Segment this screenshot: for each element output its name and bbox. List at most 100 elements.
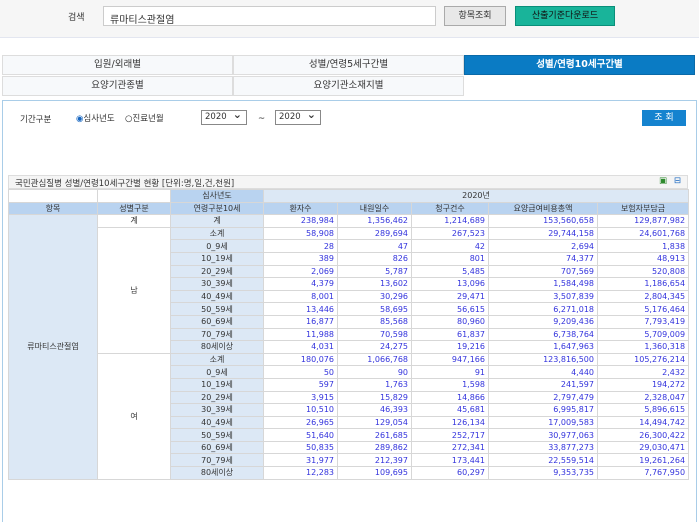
value-cell: 1,584,498 <box>488 277 598 291</box>
from-year-select[interactable]: 2020 <box>201 108 247 125</box>
value-cell: 30,977,063 <box>488 428 598 442</box>
to-year-select[interactable]: 2020 <box>275 108 321 125</box>
value-cell: 14,866 <box>411 390 489 405</box>
excel-icon[interactable]: ▣ <box>658 176 667 186</box>
table-row: 여 소계 180,076 1,066,768 947,166 123,816,500 105… <box>9 352 690 480</box>
table-title-bar: 국민관심질병 성별/연령10세구간별 현황 [단위:명,일,건,천원] ▣ ⊟ <box>8 175 688 189</box>
value-cell: 129,877,982 <box>596 214 690 228</box>
radio-treatment-month-label: 진료년월 <box>132 114 164 124</box>
value-cell: 11,988 <box>263 327 338 342</box>
age-cell: 10_19세 <box>170 377 264 392</box>
value-cell: 22,559,514 <box>488 453 598 468</box>
table-row: 40_49세 8,001 30,296 29,471 3,507,839 2,804,34… <box>9 289 690 304</box>
value-cell: 17,009,583 <box>488 415 598 430</box>
value-cell: 74,377 <box>488 251 598 266</box>
age-cell: 0_9세 <box>170 239 264 253</box>
table-row: 류마티스관절염 계 계 238,984 1,356,462 1,214,689 153,56… <box>8 214 690 480</box>
value-cell: 61,837 <box>411 327 489 342</box>
sex-cell: 계 <box>97 214 171 228</box>
value-cell: 50 <box>263 365 338 379</box>
table-row: 20_29세 2,069 5,787 5,485 707,569 520,808 <box>9 264 690 279</box>
table-row: 40_49세 26,965 129,054 126,134 17,009,583 14,4… <box>9 415 690 430</box>
download-button[interactable]: 산출기준다운로드 <box>515 6 615 26</box>
value-cell: 45,681 <box>411 403 489 417</box>
value-cell: 1,838 <box>596 239 690 253</box>
value-cell: 4,031 <box>263 340 338 354</box>
value-cell: 6,738,764 <box>488 327 598 342</box>
value-cell: 29,030,471 <box>596 440 690 455</box>
tilde: ~ <box>258 114 266 124</box>
table-row: 30_39세 4,379 13,602 13,096 1,584,498 1,186,65… <box>9 277 690 291</box>
search-input[interactable]: 류마티스관절염 <box>103 6 436 26</box>
age-cell: 70_79세 <box>170 327 264 342</box>
sex-cell: 남 <box>97 226 171 354</box>
search-bar: 검색 류마티스관절염 항목조회 산출기준다운로드 <box>0 0 699 38</box>
value-cell: 9,353,735 <box>488 466 598 480</box>
table-row: 50_59세 51,640 261,685 252,717 30,977,063 26,3… <box>9 428 690 442</box>
search-button[interactable]: 조 회 <box>642 110 686 126</box>
tab-institution-type[interactable]: 요양기관종별 <box>2 76 233 96</box>
age-cell: 50_59세 <box>170 302 264 316</box>
value-cell: 238,984 <box>263 214 338 228</box>
column-header: 성별구분 <box>97 201 171 216</box>
value-cell: 2,328,047 <box>596 390 690 405</box>
age-cell: 40_49세 <box>170 415 264 430</box>
value-cell: 7,767,950 <box>596 466 690 480</box>
value-cell: 47 <box>337 239 412 253</box>
tab-inpatient-outpatient[interactable]: 입원/외래별 <box>2 55 233 75</box>
age-cell: 60_69세 <box>170 314 264 329</box>
value-cell: 105,276,214 <box>596 352 690 367</box>
age-cell: 30_39세 <box>170 403 264 417</box>
value-cell: 8,001 <box>263 289 338 304</box>
value-cell: 80,960 <box>411 314 489 329</box>
value-cell: 2,804,345 <box>596 289 690 304</box>
age-cell: 20_29세 <box>170 390 264 405</box>
value-cell: 126,134 <box>411 415 489 430</box>
age-cell: 계 <box>170 214 264 228</box>
value-cell: 4,440 <box>488 365 598 379</box>
value-cell: 15,829 <box>337 390 412 405</box>
radio-treatment-month[interactable]: ○진료년월 <box>125 112 164 124</box>
value-cell: 597 <box>263 377 338 392</box>
value-cell: 85,568 <box>337 314 412 329</box>
age-cell: 70_79세 <box>170 453 264 468</box>
value-cell: 520,808 <box>596 264 690 279</box>
value-cell: 60,297 <box>411 466 489 480</box>
tab-sex-age10[interactable]: 성별/연령10세구간별 <box>464 55 695 75</box>
value-cell: 6,995,817 <box>488 403 598 417</box>
value-cell: 13,446 <box>263 302 338 316</box>
radio-review-year[interactable]: ◉심사년도 <box>76 112 115 124</box>
column-header: 환자수 <box>263 201 338 216</box>
period-label: 기간구분 <box>20 115 52 125</box>
radio-checked-icon: ◉ <box>76 114 84 124</box>
value-cell: 109,695 <box>337 466 412 480</box>
value-cell: 267,523 <box>411 226 489 241</box>
age-cell: 30_39세 <box>170 277 264 291</box>
age-cell: 60_69세 <box>170 440 264 455</box>
value-cell: 28 <box>263 239 338 253</box>
value-cell: 5,485 <box>411 264 489 279</box>
tab-institution-location[interactable]: 요양기관소재지별 <box>233 76 464 96</box>
value-cell: 48,913 <box>596 251 690 266</box>
table-row: 10_19세 389 826 801 74,377 48,913 <box>9 251 690 266</box>
value-cell: 3,915 <box>263 390 338 405</box>
value-cell: 19,261,264 <box>596 453 690 468</box>
value-cell: 2,069 <box>263 264 338 279</box>
value-cell: 123,816,500 <box>488 352 598 367</box>
value-cell: 16,877 <box>263 314 338 329</box>
query-button[interactable]: 항목조회 <box>444 6 506 26</box>
age-cell: 소계 <box>170 352 264 367</box>
column-header: 청구건수 <box>411 201 489 216</box>
value-cell: 194,272 <box>596 377 690 392</box>
value-cell: 5,787 <box>337 264 412 279</box>
value-cell: 2,694 <box>488 239 598 253</box>
value-cell: 389 <box>263 251 338 266</box>
value-cell: 947,166 <box>411 352 489 367</box>
collapse-icon[interactable]: ⊟ <box>673 176 681 186</box>
value-cell: 707,569 <box>488 264 598 279</box>
column-header: 보험자부담금 <box>596 201 690 216</box>
tab-sex-age5[interactable]: 성별/연령5세구간별 <box>233 55 464 75</box>
item-cell: 류마티스관절염 <box>8 214 98 480</box>
table-title: 국민관심질병 성별/연령10세구간별 현황 [단위:명,일,건,천원] <box>15 179 235 189</box>
table-row: 0_9세 50 90 91 4,440 2,432 <box>9 365 690 379</box>
